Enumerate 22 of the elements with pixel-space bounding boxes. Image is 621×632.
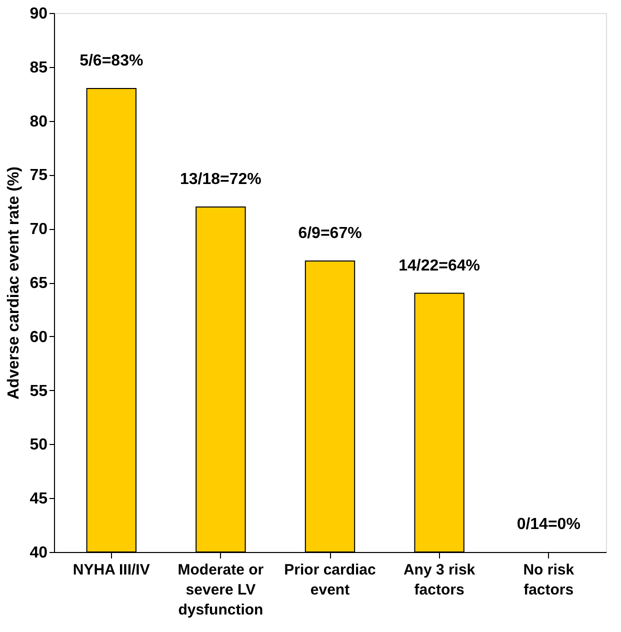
data-label: 14/22=64% bbox=[398, 257, 480, 274]
y-tick-label: 65 bbox=[30, 275, 48, 292]
y-tick-label: 55 bbox=[30, 382, 48, 400]
y-tick-label: 80 bbox=[30, 113, 48, 130]
x-tick-label: Moderate or severe LV dysfunction bbox=[178, 562, 264, 618]
data-label: 5/6=83% bbox=[80, 52, 144, 70]
text: 0/14=0% bbox=[516, 516, 580, 533]
y-tick-label: 85 bbox=[30, 59, 48, 76]
x-tick-label: NYHA III/IV bbox=[72, 562, 150, 578]
y-tick-label: 50 bbox=[30, 436, 48, 454]
data-label: 6/9=67% bbox=[298, 224, 362, 242]
y-tick-label: 60 bbox=[30, 328, 48, 346]
y-tick-label: 70 bbox=[30, 221, 48, 238]
y-tick-label: 90 bbox=[30, 6, 48, 22]
y-tick-label: 75 bbox=[30, 167, 48, 184]
x-tick-label: No risk factors bbox=[523, 562, 575, 598]
x-tick-label: Prior cardiac event bbox=[284, 562, 376, 598]
y-axis-title: Adverse cardiac event rate (%) bbox=[6, 166, 23, 400]
x-tick-label: Any 3 risk factors bbox=[403, 562, 476, 598]
y-tick-label: 45 bbox=[30, 490, 48, 508]
data-label: 13/18=72% bbox=[180, 171, 262, 188]
y-tick-label: 40 bbox=[30, 544, 48, 562]
